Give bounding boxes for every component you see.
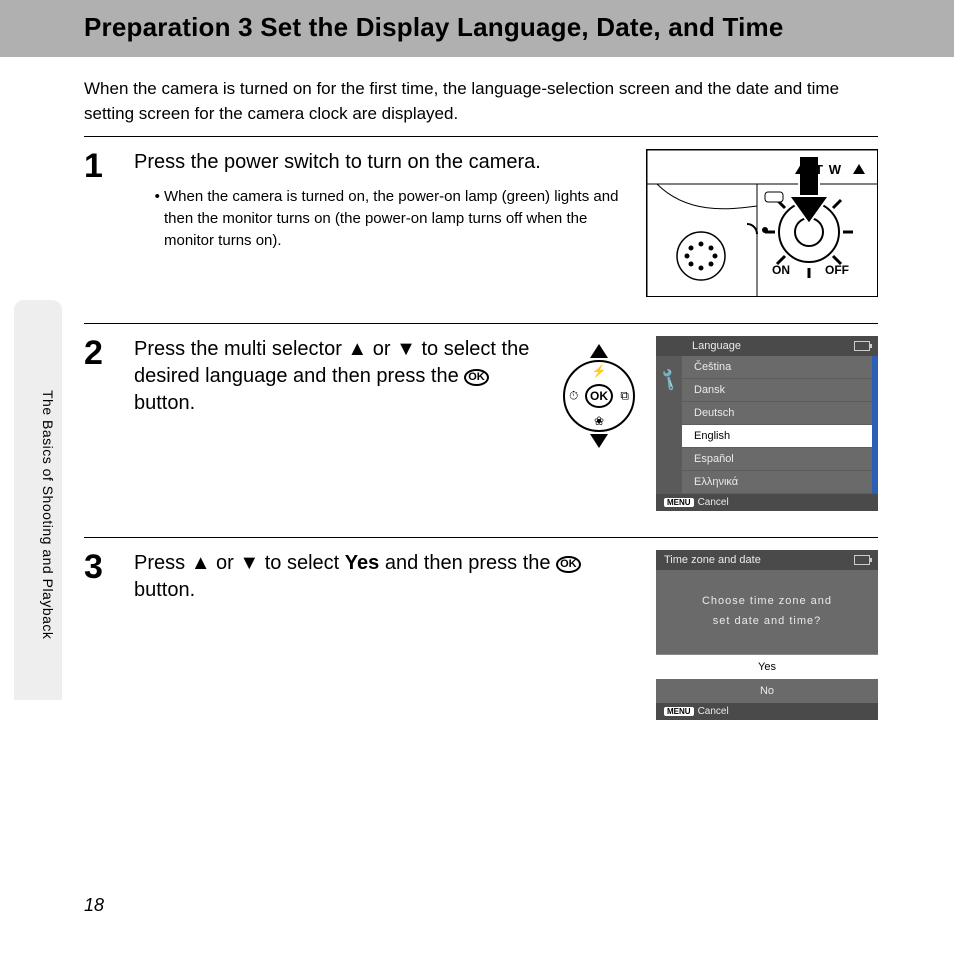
timezone-screen: Time zone and date Choose time zone ands…: [656, 550, 878, 720]
menu-button-icon: MENU: [664, 498, 694, 507]
step-3: 3 Press ▲ or ▼ to select Yes and then pr…: [84, 537, 878, 746]
ok-button-icon: OK: [585, 384, 613, 408]
step-number: 3: [84, 550, 118, 720]
language-option: Español: [682, 448, 872, 471]
menu-button-icon: MENU: [664, 707, 694, 716]
step-2-title: Press the multi selector ▲ or ▼ to selec…: [134, 336, 540, 417]
language-option: Deutsch: [682, 402, 872, 425]
step-1: 1 Press the power switch to turn on the …: [84, 136, 878, 323]
language-option: Dansk: [682, 379, 872, 402]
ok-icon: OK: [464, 369, 489, 386]
side-tab-label: The Basics of Shooting and Playback: [40, 390, 56, 639]
language-option: Čeština: [682, 356, 872, 379]
step-2: 2 Press the multi selector ▲ or ▼ to sel…: [84, 323, 878, 537]
ok-icon: OK: [556, 556, 581, 573]
svg-text:OFF: OFF: [825, 263, 849, 277]
svg-text:W: W: [829, 162, 842, 177]
step-number: 2: [84, 336, 118, 511]
svg-text:T: T: [815, 162, 823, 177]
language-option: English: [682, 425, 872, 448]
option-yes: Yes: [656, 655, 878, 679]
wrench-icon: 🔧: [655, 367, 682, 394]
page-number: 18: [84, 895, 104, 916]
battery-icon: [854, 555, 870, 565]
language-screen: Language 🔧 ČeštinaDanskDeutschEnglishEsp…: [656, 336, 878, 511]
up-arrow-icon: [590, 344, 608, 358]
step-3-title: Press ▲ or ▼ to select Yes and then pres…: [134, 550, 640, 604]
battery-icon: [854, 341, 870, 351]
title-bar: Preparation 3 Set the Display Language, …: [0, 0, 954, 57]
down-arrow-icon: [590, 434, 608, 448]
multi-selector-diagram: ⚡ ❀ ⏱ ⧉ OK: [556, 344, 642, 448]
language-option: Ελληνικά: [682, 471, 872, 494]
camera-power-diagram: ON OFF T W: [646, 149, 878, 297]
step-number: 1: [84, 149, 118, 297]
svg-text:ON: ON: [772, 263, 790, 277]
step-1-title: Press the power switch to turn on the ca…: [134, 149, 630, 176]
option-no: No: [656, 679, 878, 703]
step-1-bullet: When the camera is turned on, the power-…: [164, 186, 630, 251]
intro-text: When the camera is turned on for the fir…: [0, 57, 954, 136]
page-title: Preparation 3 Set the Display Language, …: [84, 12, 924, 43]
